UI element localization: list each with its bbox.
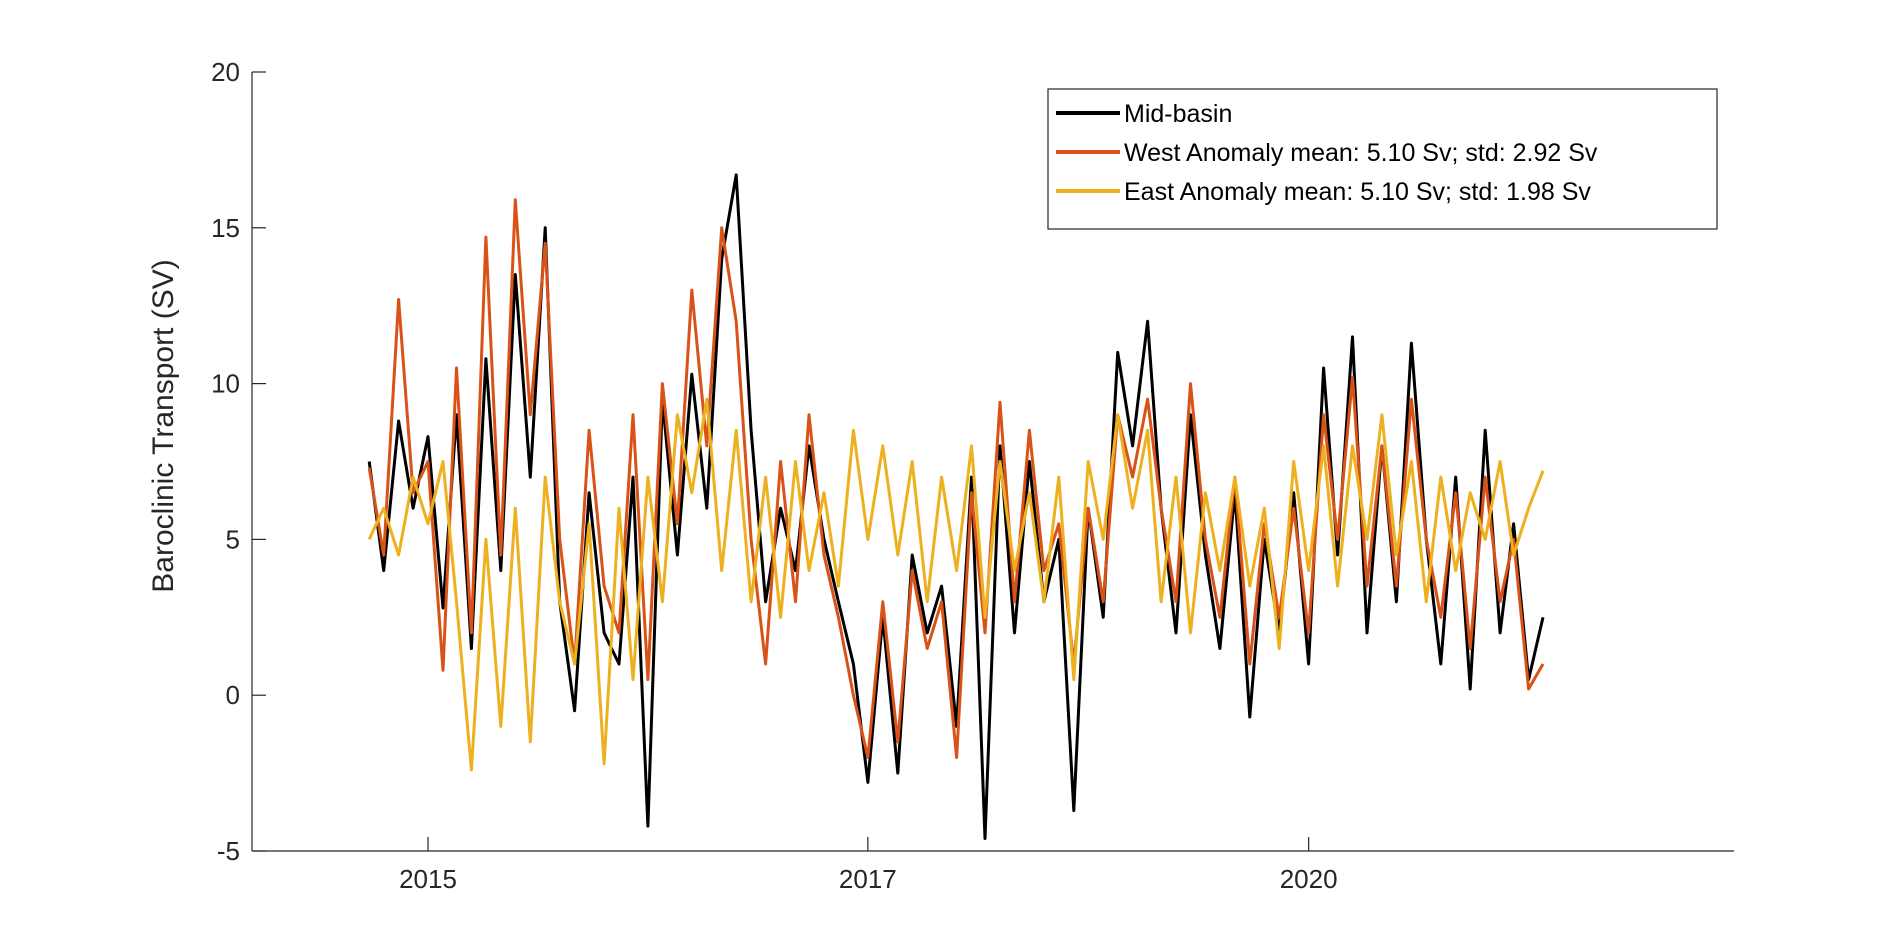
x-tick-label: 2015 (399, 864, 457, 894)
y-axis-label: Baroclinic Transport (SV) (147, 259, 180, 592)
y-tick-label: 20 (211, 57, 240, 87)
legend-box (1047, 88, 1718, 230)
y-tick-label: 10 (211, 369, 240, 399)
x-tick-label: 2020 (1280, 864, 1338, 894)
ticks: -5 0 5 10 15 20 2015 2017 2020 (211, 57, 1337, 894)
legend-label: Mid-basin (1124, 100, 1232, 128)
x-tick-label: 2017 (839, 864, 897, 894)
series-line-3 (367, 397, 1545, 772)
plot-area (367, 173, 1545, 840)
legend-label: East Anomaly mean: 5.10 Sv; std: 1.98 Sv (1124, 178, 1591, 206)
y-tick-label: 0 (226, 680, 240, 710)
series-line-1 (367, 173, 1545, 840)
y-tick-label: 5 (226, 524, 240, 554)
y-tick-label: -5 (217, 836, 240, 866)
legend: Mid-basin West Anomaly mean: 5.10 Sv; std… (1047, 88, 1718, 230)
series-line-2 (367, 198, 1545, 759)
y-tick-label: 15 (211, 213, 240, 243)
axes (251, 72, 1734, 852)
legend-label: West Anomaly mean: 5.10 Sv; std: 2.92 Sv (1124, 139, 1598, 167)
